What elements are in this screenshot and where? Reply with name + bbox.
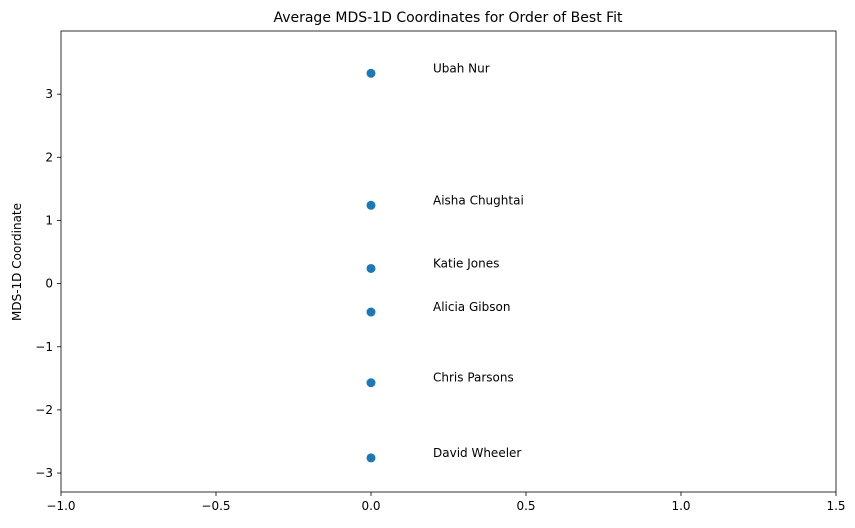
plot-frame xyxy=(60,30,837,493)
x-tick-label: 0.5 xyxy=(516,499,535,513)
y-tick-label: 3 xyxy=(45,87,53,101)
y-axis-label: MDS-1D Coordinate xyxy=(10,203,24,321)
y-tick-label: 1 xyxy=(45,213,53,227)
data-point xyxy=(366,68,376,78)
point-label: Katie Jones xyxy=(433,256,499,270)
x-tick-label: 1.5 xyxy=(826,499,845,513)
data-point xyxy=(366,378,376,388)
x-tick-label: −0.5 xyxy=(201,499,230,513)
point-label: David Wheeler xyxy=(433,446,521,460)
x-tick-label: −1.0 xyxy=(46,499,75,513)
x-tick-label: 0.0 xyxy=(361,499,380,513)
plot-area: −1.0 −0.5 0.0 0.5 1.0 1.5 −3 −2 −1 0 1 2 3 Ubah Nur Ai… xyxy=(35,30,846,513)
x-tick-label: 1.0 xyxy=(671,499,690,513)
y-tick-label: 0 xyxy=(45,277,53,291)
point-label: Alicia Gibson xyxy=(433,300,510,314)
y-tick-label: 2 xyxy=(45,150,53,164)
data-point xyxy=(366,453,376,463)
y-tick-label: −2 xyxy=(35,403,53,417)
y-tick-label: −1 xyxy=(35,340,53,354)
y-tick-label: −3 xyxy=(35,466,53,480)
data-point xyxy=(366,263,376,273)
data-point xyxy=(366,307,376,317)
point-label: Aisha Chughtai xyxy=(433,193,524,207)
data-point xyxy=(366,200,376,210)
point-label: Ubah Nur xyxy=(433,61,490,75)
chart-title: Average MDS-1D Coordinates for Order of … xyxy=(273,10,623,26)
point-label: Chris Parsons xyxy=(433,371,514,385)
